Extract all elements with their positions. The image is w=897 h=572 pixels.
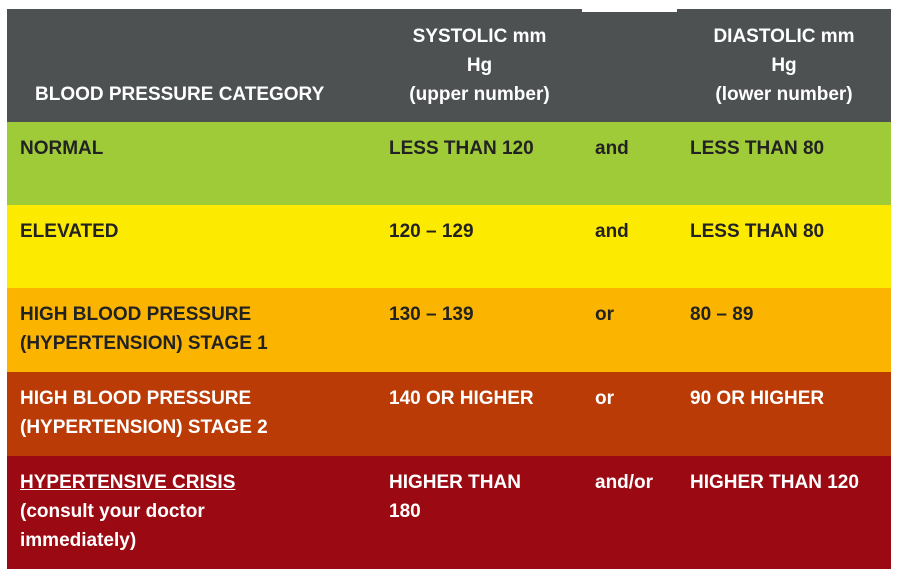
diastolic-value: LESS THAN 80 [690,138,825,159]
diastolic-cell: 80 – 89 [690,300,890,329]
diastolic-cell: 90 OR HIGHER [690,384,890,413]
systolic-value: LESS THAN 120 [389,138,534,159]
table-header: BLOOD PRESSURE CATEGORY SYSTOLIC mm Hg (… [7,9,891,122]
header-category: BLOOD PRESSURE CATEGORY [35,84,325,105]
category-cell: HYPERTENSIVE CRISIS (consult your doctor… [20,468,370,555]
category-note: immediately) [20,530,137,551]
header-systolic-line: SYSTOLIC mm [412,26,547,47]
systolic-cell: HIGHER THAN 180 [389,468,579,526]
header-systolic-line: (upper number) [409,84,550,105]
systolic-value: 140 OR HIGHER [389,388,534,409]
category-note: (consult your doctor [20,501,205,522]
category-label: HIGH BLOOD PRESSURE [20,304,252,325]
connector-cell: and/or [595,472,654,493]
diastolic-cell: LESS THAN 80 [690,217,890,246]
header-diastolic-line: (lower number) [715,84,853,105]
diastolic-value: 90 OR HIGHER [690,388,825,409]
systolic-value: 130 – 139 [389,304,474,325]
category-cell: ELEVATED [20,217,370,246]
category-label: ELEVATED [20,221,119,242]
systolic-value: HIGHER THAN [389,472,521,493]
row-stage-2: HIGH BLOOD PRESSURE (HYPERTENSION) STAGE… [7,372,891,456]
systolic-cell: LESS THAN 120 [389,134,579,163]
blood-pressure-table: BLOOD PRESSURE CATEGORY SYSTOLIC mm Hg (… [7,9,891,569]
systolic-cell: 140 OR HIGHER [389,384,579,413]
header-systolic-line: Hg [466,55,493,76]
row-stage-1: HIGH BLOOD PRESSURE (HYPERTENSION) STAGE… [7,288,891,372]
header-diastolic: DIASTOLIC mm Hg (lower number) [677,22,891,109]
connector-cell: or [595,304,614,325]
category-label: HIGH BLOOD PRESSURE [20,388,252,409]
crisis-link[interactable]: HYPERTENSIVE CRISIS [20,472,236,493]
systolic-value: 120 – 129 [389,221,474,242]
header-systolic: SYSTOLIC mm Hg (upper number) [377,22,582,109]
row-crisis: HYPERTENSIVE CRISIS (consult your doctor… [7,456,891,569]
category-label: NORMAL [20,138,104,159]
header-diastolic-line: Hg [771,55,797,76]
row-elevated: ELEVATED 120 – 129 and LESS THAN 80 [7,205,891,288]
category-cell: HIGH BLOOD PRESSURE (HYPERTENSION) STAGE… [20,384,370,442]
category-label: (HYPERTENSION) STAGE 1 [20,333,268,354]
diastolic-cell: LESS THAN 80 [690,134,890,163]
connector-cell: and [595,221,629,242]
diastolic-cell: HIGHER THAN 120 [690,468,890,497]
systolic-value: 180 [389,501,421,522]
category-label: (HYPERTENSION) STAGE 2 [20,417,268,438]
category-cell: NORMAL [20,134,370,163]
diastolic-value: HIGHER THAN 120 [690,472,859,493]
header-diastolic-line: DIASTOLIC mm [713,26,855,47]
systolic-cell: 120 – 129 [389,217,579,246]
diastolic-value: LESS THAN 80 [690,221,825,242]
row-normal: NORMAL LESS THAN 120 and LESS THAN 80 [7,122,891,205]
diastolic-value: 80 – 89 [690,304,754,325]
systolic-cell: 130 – 139 [389,300,579,329]
connector-cell: and [595,138,629,159]
category-cell: HIGH BLOOD PRESSURE (HYPERTENSION) STAGE… [20,300,370,358]
header-notch [582,9,677,12]
connector-cell: or [595,388,614,409]
